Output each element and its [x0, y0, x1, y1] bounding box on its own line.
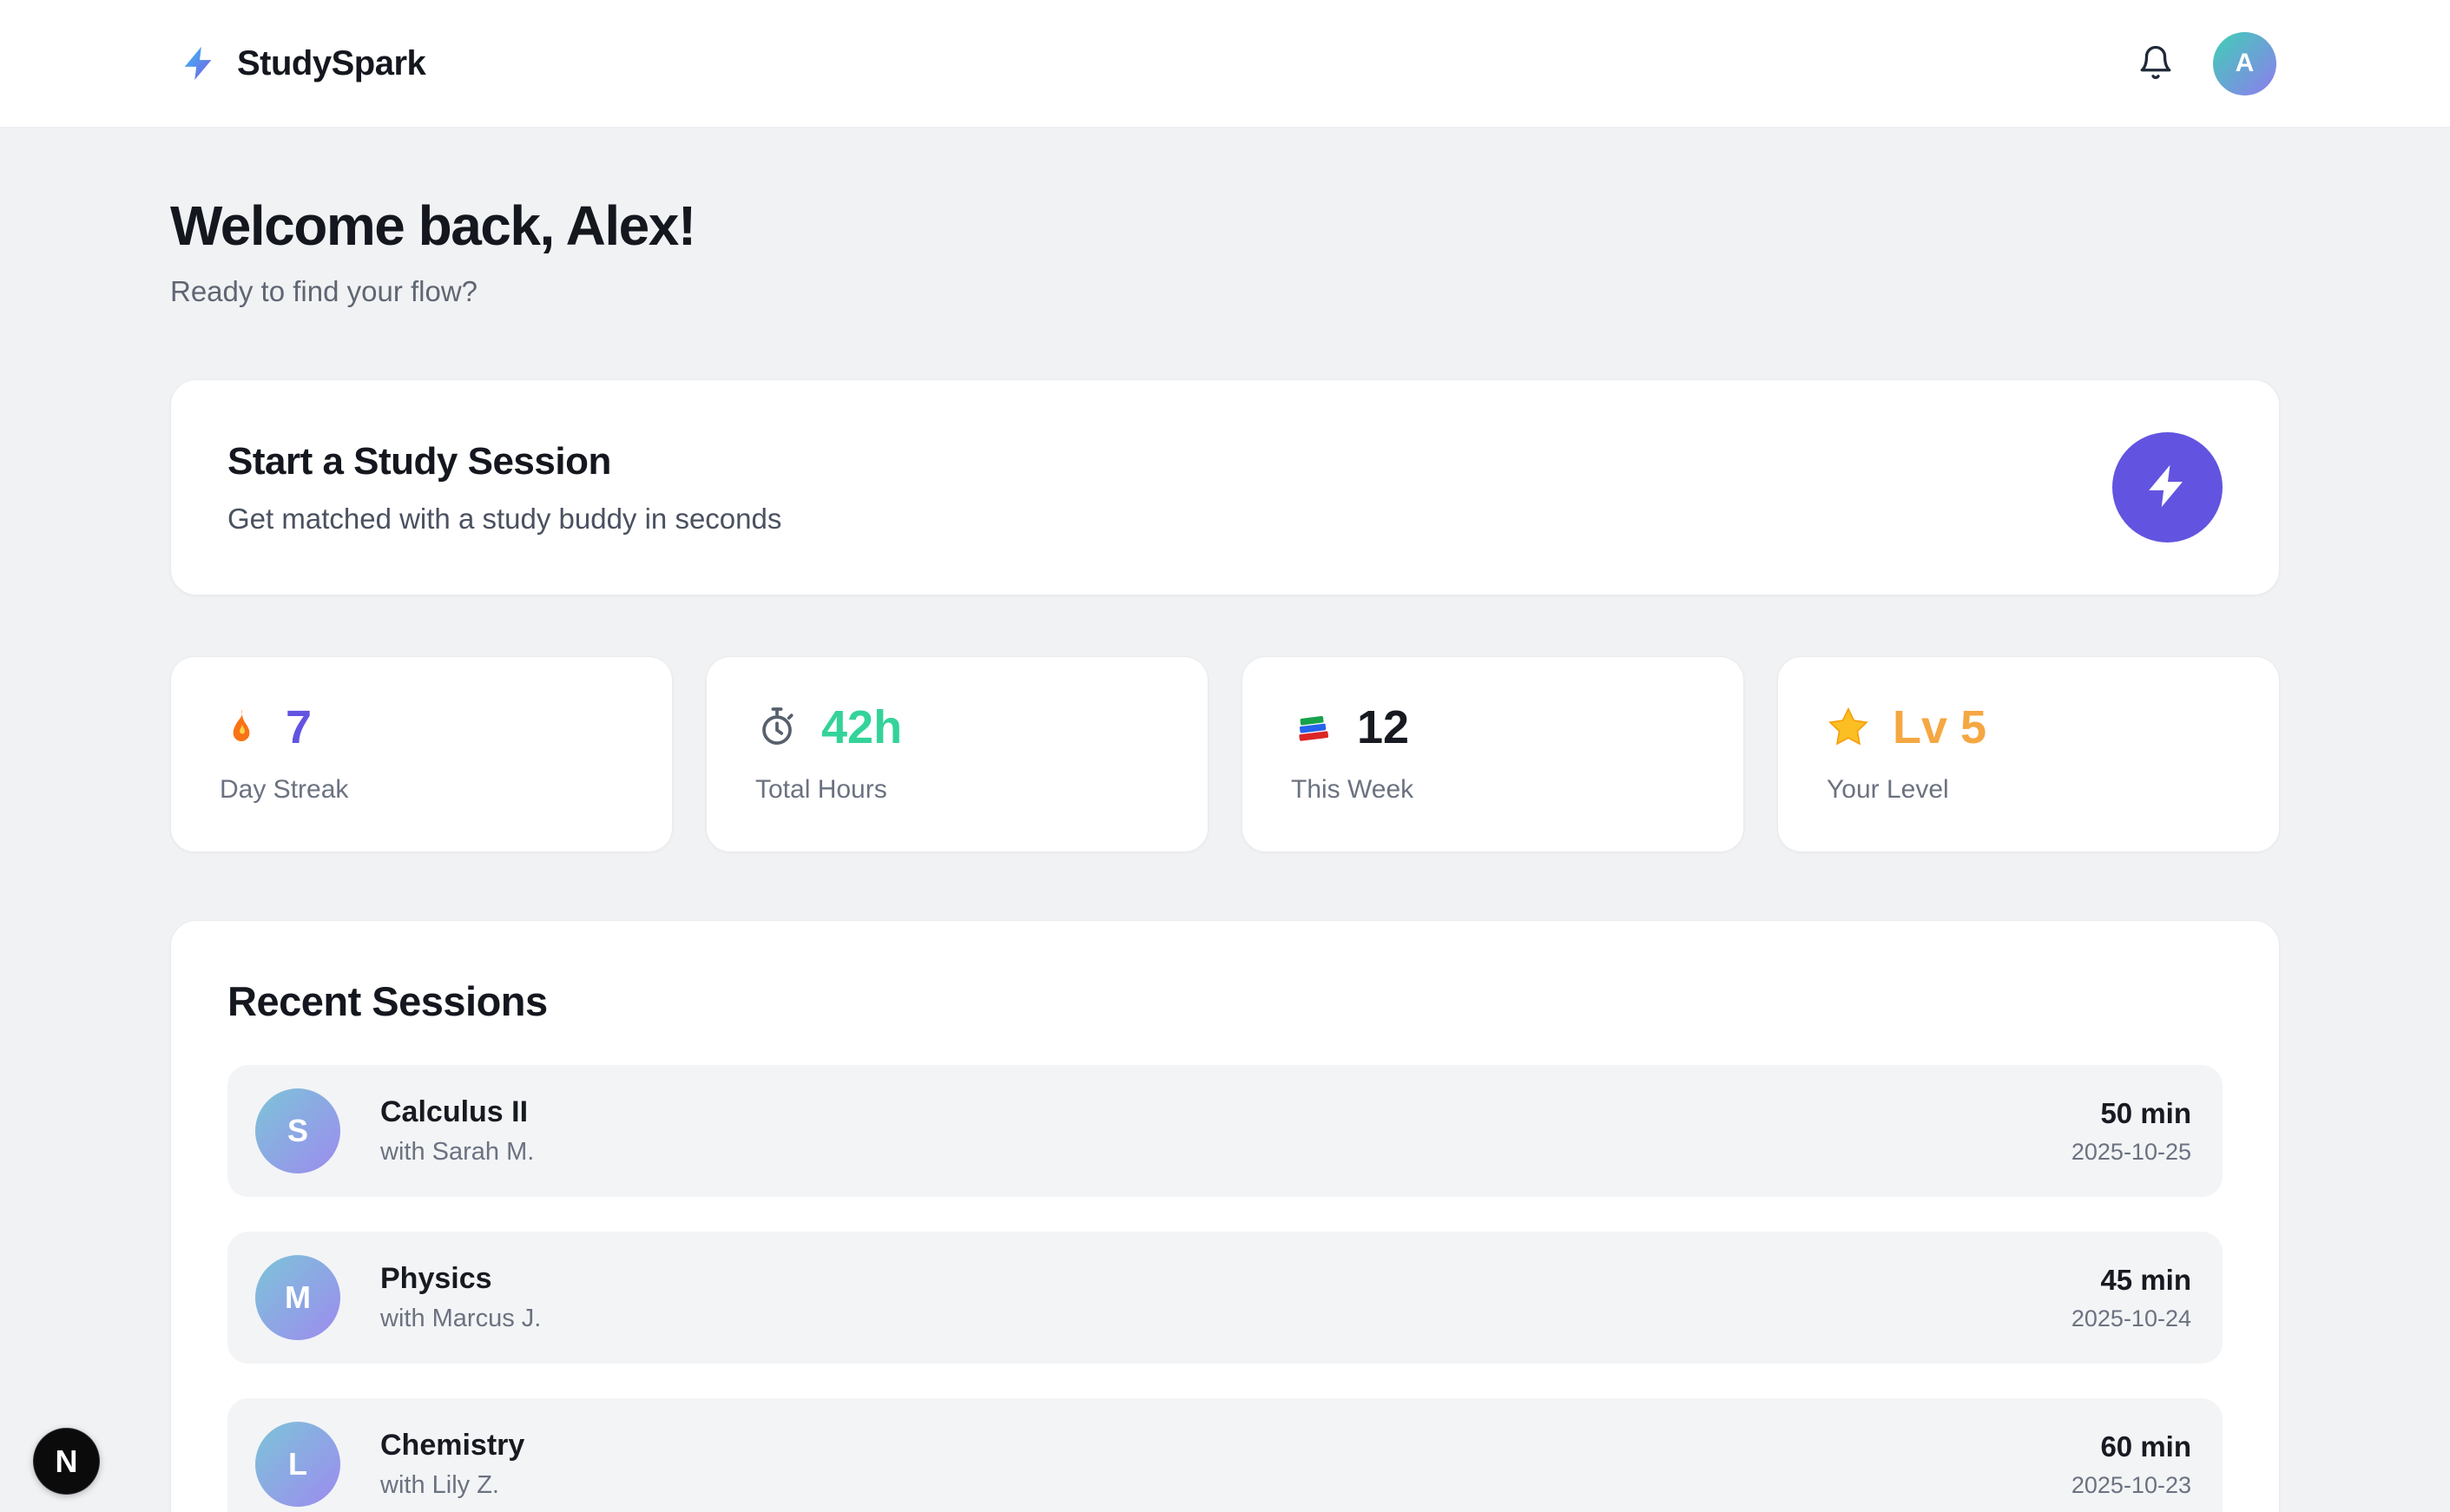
- session-meta: 45 min 2025-10-24: [2071, 1264, 2191, 1332]
- start-session-title: Start a Study Session: [227, 439, 611, 483]
- brand-name: StudySpark: [237, 43, 426, 82]
- bolt-icon: [2143, 461, 2193, 514]
- dev-tools-badge[interactable]: N: [33, 1428, 100, 1495]
- stat-value: 7: [286, 701, 313, 753]
- session-row[interactable]: M Physics with Marcus J. 45 min 2025-10-…: [227, 1232, 2223, 1364]
- main-content: Welcome back, Alex! Ready to find your f…: [170, 194, 2280, 1512]
- stat-value: Lv 5: [1893, 701, 1987, 753]
- stat-label: Your Level: [1827, 775, 1949, 804]
- stat-card-total-hours: 42h Total Hours: [706, 656, 1209, 852]
- start-session-subtitle: Get matched with a study buddy in second…: [227, 502, 782, 535]
- bell-icon: [2137, 44, 2174, 83]
- fire-icon: [220, 706, 263, 749]
- user-avatar[interactable]: A: [2213, 31, 2276, 95]
- session-date: 2025-10-24: [2071, 1305, 2191, 1331]
- session-avatar: M: [255, 1255, 340, 1340]
- session-duration: 60 min: [2100, 1430, 2191, 1463]
- session-row[interactable]: S Calculus II with Sarah M. 50 min 2025-…: [227, 1065, 2223, 1197]
- session-avatar: L: [255, 1422, 340, 1507]
- session-date: 2025-10-25: [2071, 1138, 2191, 1165]
- start-session-card[interactable]: Start a Study Session Get matched with a…: [170, 379, 2280, 595]
- session-info: Physics with Marcus J.: [380, 1262, 541, 1333]
- stat-label: This Week: [1291, 775, 1414, 804]
- session-partner: with Sarah M.: [380, 1138, 535, 1166]
- session-subject: Calculus II: [380, 1095, 529, 1128]
- stat-card-your-level: Lv 5 Your Level: [1777, 656, 2280, 852]
- session-info: Calculus II with Sarah M.: [380, 1095, 534, 1167]
- recent-sessions-title: Recent Sessions: [227, 978, 548, 1024]
- start-session-button[interactable]: [2112, 432, 2223, 542]
- start-session-text: Start a Study Session Get matched with a…: [227, 440, 781, 536]
- session-partner: with Marcus J.: [380, 1305, 542, 1332]
- session-subject: Physics: [380, 1262, 492, 1295]
- header-actions: A: [2135, 31, 2276, 95]
- session-duration: 45 min: [2100, 1263, 2191, 1296]
- stats-row: 7 Day Streak 42h Total Hours: [170, 656, 2280, 852]
- books-icon: [1291, 706, 1334, 749]
- stat-label: Total Hours: [755, 775, 887, 804]
- session-list: S Calculus II with Sarah M. 50 min 2025-…: [227, 1065, 2223, 1512]
- recent-sessions-card: Recent Sessions S Calculus II with Sarah…: [170, 920, 2280, 1512]
- brand-logo[interactable]: StudySpark: [180, 43, 426, 83]
- notifications-button[interactable]: [2135, 43, 2177, 84]
- session-date: 2025-10-23: [2071, 1471, 2191, 1498]
- star-icon: [1827, 706, 1870, 749]
- session-meta: 60 min 2025-10-23: [2071, 1430, 2191, 1499]
- stat-card-this-week: 12 This Week: [1241, 656, 1744, 852]
- stat-label: Day Streak: [220, 775, 349, 804]
- logo-bolt-icon: [180, 43, 220, 83]
- session-avatar: S: [255, 1088, 340, 1173]
- stat-value: 42h: [821, 701, 903, 753]
- stat-card-day-streak: 7 Day Streak: [170, 656, 673, 852]
- session-row[interactable]: L Chemistry with Lily Z. 60 min 2025-10-…: [227, 1398, 2223, 1512]
- page-subtitle: Ready to find your flow?: [170, 275, 478, 307]
- stat-value: 12: [1357, 701, 1410, 753]
- stopwatch-icon: [755, 706, 799, 749]
- app-header: StudySpark A: [0, 0, 2450, 128]
- session-subject: Chemistry: [380, 1429, 525, 1462]
- session-meta: 50 min 2025-10-25: [2071, 1097, 2191, 1166]
- session-duration: 50 min: [2100, 1096, 2191, 1129]
- session-info: Chemistry with Lily Z.: [380, 1429, 524, 1500]
- session-partner: with Lily Z.: [380, 1471, 499, 1499]
- page-title: Welcome back, Alex!: [170, 194, 696, 257]
